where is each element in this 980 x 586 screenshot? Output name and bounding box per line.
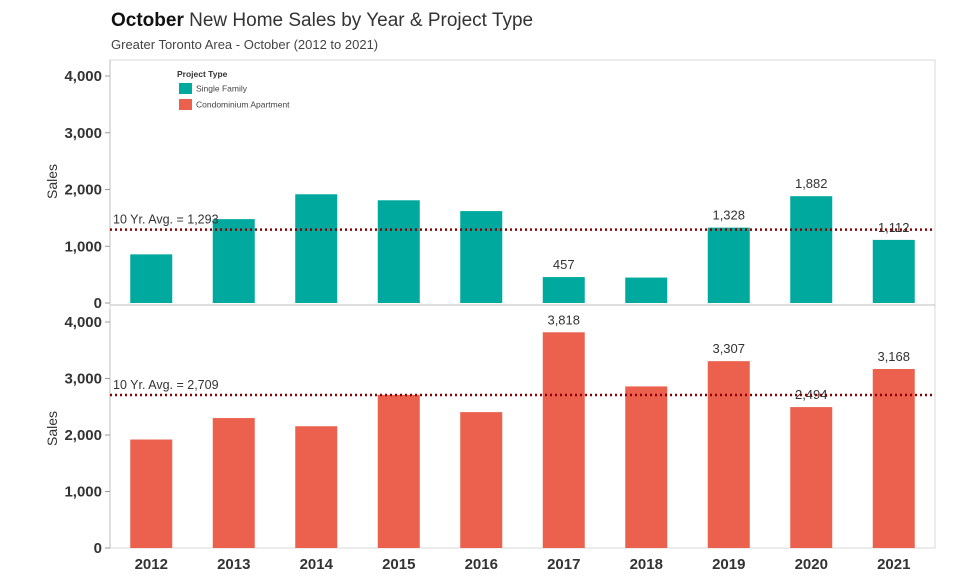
x-tick-label: 2019 [712,556,745,573]
data-label-single-family-2020: 1,882 [795,176,828,191]
y-tick-label-single-family: 4,000 [64,68,102,85]
bar-single-family-2019 [707,227,750,303]
y-tick-label-single-family: 1,000 [64,238,102,255]
x-tick-label: 2021 [877,556,910,573]
bar-condo-2019 [707,361,750,548]
y-tick-label-condo: 4,000 [64,314,102,331]
bar-single-family-2014 [295,194,338,303]
y-axis-label-single-family: Sales [44,164,60,199]
bar-single-family-2012 [130,254,173,303]
data-label-single-family-2017: 457 [553,257,575,272]
bar-condo-2012 [130,439,173,548]
legend-label-condo: Condominium Apartment [196,100,290,110]
bar-condo-2014 [295,426,338,548]
x-tick-label: 2016 [465,556,498,573]
legend-label-single-family: Single Family [196,84,248,94]
average-label-single-family: 10 Yr. Avg. = 1,293 [113,213,219,227]
plot-frame [109,59,936,549]
chart-title-lead: October [111,10,184,31]
bar-single-family-2016 [460,211,503,303]
bar-condo-2021 [872,369,915,548]
data-label-condo-2021: 3,168 [877,349,910,364]
bar-single-family-2015 [377,200,420,303]
y-tick-label-condo: 1,000 [64,484,102,501]
y-tick-label-single-family: 0 [94,295,102,312]
legend-title: Project Type [177,69,228,79]
x-tick-label: 2013 [217,556,250,573]
bar-condo-2018 [625,386,668,548]
chart-title-rest: New Home Sales by Year & Project Type [183,10,534,31]
bar-single-family-2018 [625,277,668,303]
y-tick-label-single-family: 2,000 [64,182,102,199]
bar-condo-2016 [460,412,503,548]
bar-condo-2017 [542,332,585,548]
data-label-single-family-2019: 1,328 [712,208,745,223]
x-tick-label: 2015 [382,556,415,573]
data-label-single-family-2021: 1,112 [878,220,910,235]
x-tick-label: 2012 [135,556,168,573]
y-tick-label-single-family: 3,000 [64,125,102,142]
bar-condo-2015 [377,394,420,548]
chart-title: October New Home Sales by Year & Project… [111,10,533,32]
bar-condo-2013 [212,418,255,548]
chart-subtitle: Greater Toronto Area - October (2012 to … [111,37,379,52]
y-axis-label-condo: Sales [44,411,60,446]
legend-swatch-condo [179,99,192,110]
data-label-condo-2017: 3,818 [547,312,580,327]
y-tick-label-condo: 0 [94,540,102,557]
bar-single-family-2017 [542,277,585,303]
average-label-condo: 10 Yr. Avg. = 2,709 [113,378,219,392]
x-tick-label: 2014 [300,556,334,573]
bar-condo-2020 [790,407,833,548]
bar-single-family-2020 [790,196,833,303]
x-tick-label: 2018 [630,556,663,573]
y-tick-label-condo: 2,000 [64,427,102,444]
legend-swatch-single-family [179,83,192,94]
bar-single-family-2021 [872,239,915,303]
bar-single-family-2013 [212,219,255,303]
x-tick-label: 2017 [547,556,580,573]
y-tick-label-condo: 3,000 [64,371,102,388]
data-label-condo-2019: 3,307 [712,341,745,356]
x-tick-label: 2020 [795,556,828,573]
